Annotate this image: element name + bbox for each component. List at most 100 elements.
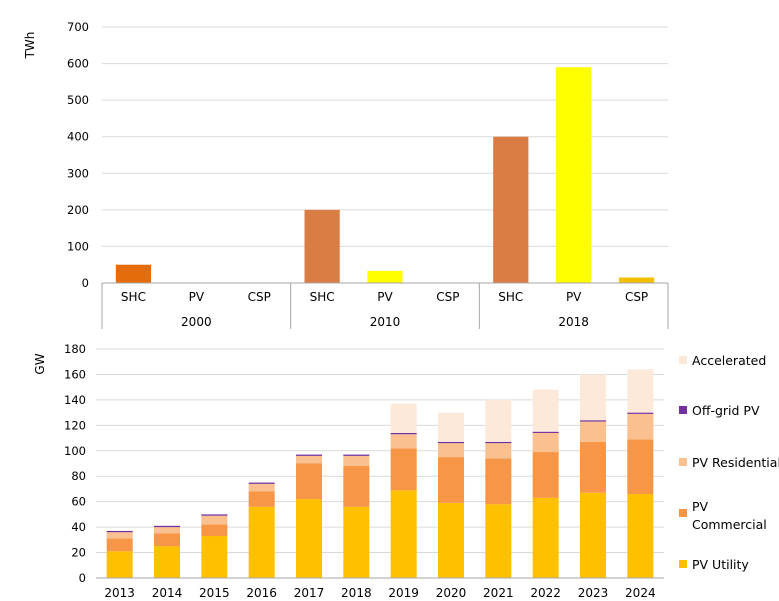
bar-segment-pv-residential <box>390 434 417 449</box>
bar-2000-shc <box>115 264 152 283</box>
twh-grouped-bar-chart: 0 100 200 300 400 500 600 700 TWh SHC PV CSP 2000 SHC… <box>23 20 669 329</box>
y-tick-label: 0 <box>82 276 89 290</box>
bar-segment-pv-utility <box>532 497 559 578</box>
legend-swatch <box>679 458 687 466</box>
bar-segment-pv-commercial <box>627 439 654 495</box>
bar-segment-off-grid-pv <box>343 454 370 456</box>
y-tick-label: 140 <box>64 393 86 407</box>
bar-2018-pv <box>556 67 592 283</box>
x-group-label: 2010 <box>370 315 401 329</box>
bar-segment-pv-commercial <box>106 538 133 552</box>
bar-segment-pv-residential <box>343 455 370 467</box>
bar-2010-shc <box>304 209 340 283</box>
y-tick-label: 200 <box>67 203 89 217</box>
bar-segment-pv-residential <box>248 483 275 492</box>
bar-segment-off-grid-pv <box>295 454 323 456</box>
bar-segment-off-grid-pv <box>579 420 607 422</box>
bar-segment-pv-utility <box>295 499 323 578</box>
bar-segment-accelerated <box>532 389 559 432</box>
bar-segment-off-grid-pv <box>532 431 559 433</box>
bar-segment-off-grid-pv <box>106 530 133 533</box>
y-tick-label: 160 <box>64 367 86 381</box>
y-tick-label: 20 <box>71 546 86 560</box>
bar-2018-csp <box>618 277 655 283</box>
bar-segment-pv-commercial <box>579 441 607 493</box>
y-tick-label: 120 <box>64 418 86 432</box>
bar-segment-pv-utility <box>485 504 512 578</box>
y-tick-label: 400 <box>67 130 89 144</box>
x-category-label: CSP <box>436 290 459 304</box>
x-tick-label: 2018 <box>341 586 372 600</box>
bar-segment-pv-commercial <box>343 466 370 507</box>
bar-segment-accelerated <box>627 369 654 413</box>
x-category-label: PV <box>189 290 205 304</box>
bar-segment-accelerated <box>485 399 512 442</box>
bar-segment-pv-commercial <box>248 491 275 507</box>
x-tick-label: 2021 <box>483 586 514 600</box>
x-category-label: PV <box>377 290 393 304</box>
bar-segment-pv-utility <box>390 490 417 578</box>
y-tick-label: 60 <box>71 495 86 509</box>
bar-segment-accelerated <box>579 374 607 421</box>
x-category-label: CSP <box>625 290 648 304</box>
bar-segment-pv-residential <box>106 532 133 539</box>
bar-segment-off-grid-pv <box>390 432 417 435</box>
bar-segment-accelerated <box>390 403 417 433</box>
x-tick-label: 2023 <box>578 586 609 600</box>
legend-swatch <box>679 356 687 364</box>
bar-segment-off-grid-pv <box>201 514 228 516</box>
y-tick-label: 100 <box>64 444 86 458</box>
legend-label: Off-grid PV <box>692 403 760 418</box>
bar-segment-accelerated <box>437 412 465 442</box>
x-group-label: 2000 <box>181 315 212 329</box>
x-tick-label: 2017 <box>294 586 325 600</box>
bar-segment-pv-commercial <box>532 452 559 498</box>
x-tick-label: 2014 <box>152 586 183 600</box>
bar-segment-pv-residential <box>153 527 181 534</box>
bar-segment-pv-commercial <box>437 457 465 503</box>
bar-segment-pv-utility <box>201 536 228 578</box>
y-tick-label: 300 <box>67 166 89 180</box>
y-axis-title: TWh <box>23 32 37 60</box>
bar-segment-pv-residential <box>579 421 607 442</box>
y-tick-label: 100 <box>67 239 89 253</box>
y-tick-label: 500 <box>67 93 89 107</box>
x-category-label: SHC <box>498 290 523 304</box>
bar-segment-pv-commercial <box>485 458 512 505</box>
y-tick-label: 700 <box>67 20 89 34</box>
x-group-label: 2018 <box>558 315 589 329</box>
bar-segment-pv-commercial <box>201 524 228 537</box>
y-tick-label: 0 <box>79 571 86 585</box>
bar-segment-off-grid-pv <box>437 441 465 444</box>
bar-segment-pv-residential <box>295 455 323 464</box>
bar-segment-pv-residential <box>437 443 465 458</box>
x-tick-label: 2024 <box>625 586 656 600</box>
bar-segment-pv-residential <box>485 443 512 459</box>
y-tick-label: 180 <box>64 342 86 356</box>
bar-segment-pv-utility <box>153 546 181 578</box>
bar-segment-pv-utility <box>627 494 654 578</box>
y-axis-title: GW <box>33 353 47 374</box>
x-tick-label: 2013 <box>104 586 135 600</box>
legend-swatch <box>679 509 687 517</box>
x-category-label: PV <box>566 290 582 304</box>
bar-segment-pv-utility <box>248 506 275 578</box>
bar-segment-pv-utility <box>437 502 465 578</box>
bar-2018-shc <box>493 136 529 283</box>
legend-label: PV Utility <box>692 557 749 572</box>
x-category-label: CSP <box>248 290 271 304</box>
legend-swatch <box>679 406 687 414</box>
bar-segment-pv-residential <box>201 515 228 525</box>
legend-swatch <box>679 560 687 568</box>
bar-segment-pv-commercial <box>295 463 323 500</box>
bar-segment-off-grid-pv <box>485 441 512 444</box>
x-tick-label: 2016 <box>246 586 277 600</box>
bar-segment-off-grid-pv <box>627 412 654 414</box>
bar-segment-pv-residential <box>627 413 654 440</box>
bar-segment-pv-residential <box>532 432 559 453</box>
x-category-label: SHC <box>310 290 335 304</box>
legend-label: Accelerated <box>692 353 766 368</box>
bar-2010-pv <box>367 270 403 283</box>
bar-segment-pv-utility <box>106 551 133 578</box>
